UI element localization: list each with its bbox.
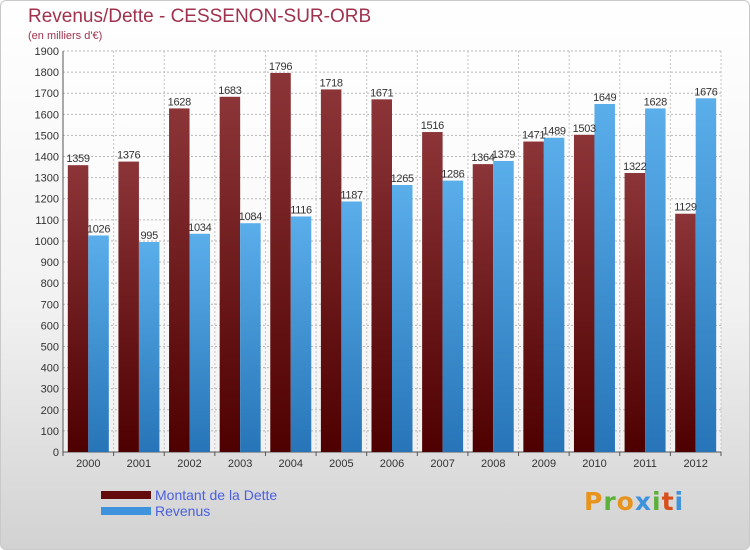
legend-item-dette: Montant de la Dette xyxy=(101,487,277,503)
bar-revenus xyxy=(594,103,615,452)
y-tick-label: 1000 xyxy=(35,236,59,248)
data-label-revenus: 1084 xyxy=(239,211,262,223)
bar-dette xyxy=(67,165,89,452)
data-label-dette: 1628 xyxy=(168,96,191,108)
bar-revenus xyxy=(442,180,464,453)
bar-revenus xyxy=(493,160,514,452)
chart-subtitle: (en milliers d'€) xyxy=(28,30,103,42)
y-tick-label: 200 xyxy=(41,405,59,417)
data-label-dette: 1796 xyxy=(269,61,292,73)
bar-revenus xyxy=(88,235,109,452)
y-tick-label: 600 xyxy=(41,320,59,332)
data-label-revenus: 1379 xyxy=(492,149,515,161)
y-tick-label: 1100 xyxy=(35,215,59,227)
data-label-dette: 1718 xyxy=(319,77,342,89)
data-label-dette: 1683 xyxy=(218,85,241,97)
data-label-dette: 1376 xyxy=(117,150,140,162)
data-label-dette: 1364 xyxy=(471,152,494,164)
legend-item-revenus: Revenus xyxy=(101,503,277,519)
data-label-revenus: 1034 xyxy=(188,222,211,234)
data-label-dette: 1671 xyxy=(370,87,393,99)
y-tick-label: 500 xyxy=(41,341,59,353)
bar-dette xyxy=(219,96,241,452)
data-label-dette: 1471 xyxy=(522,130,545,142)
x-tick-label: 2010 xyxy=(582,458,606,470)
data-label-revenus: 1116 xyxy=(290,204,312,216)
bar-revenus xyxy=(240,223,261,452)
data-label-revenus: 1286 xyxy=(441,169,464,181)
bar-revenus xyxy=(290,216,312,452)
bar-revenus xyxy=(189,233,211,452)
data-label-revenus: 1265 xyxy=(391,173,414,185)
bar-dette xyxy=(169,108,190,453)
x-tick-label: 2004 xyxy=(279,458,303,470)
x-tick-label: 2009 xyxy=(532,458,556,470)
bar-dette xyxy=(523,141,544,453)
y-tick-label: 1500 xyxy=(35,130,59,142)
y-tick-label: 800 xyxy=(41,278,59,290)
bar-dette xyxy=(118,161,139,452)
y-tick-label: 700 xyxy=(41,299,59,311)
data-label-revenus: 1026 xyxy=(87,223,110,235)
x-tick-label: 2002 xyxy=(177,458,201,470)
legend: Montant de la Dette Revenus xyxy=(101,487,277,519)
x-tick-label: 2007 xyxy=(430,458,454,470)
y-tick-label: 1600 xyxy=(35,109,59,121)
data-label-revenus: 1187 xyxy=(340,189,363,201)
data-label-revenus: 995 xyxy=(140,230,158,242)
y-tick-label: 1300 xyxy=(35,173,59,185)
x-tick-label: 2001 xyxy=(127,458,151,470)
x-tick-label: 2000 xyxy=(76,458,100,470)
data-label-dette: 1322 xyxy=(623,161,646,173)
y-tick-label: 0 xyxy=(53,447,59,459)
data-label-revenus: 1489 xyxy=(542,126,565,138)
proxiti-logo: Proxiti xyxy=(584,487,685,516)
bar-revenus xyxy=(645,108,666,453)
y-tick-label: 900 xyxy=(41,257,59,269)
bar-dette xyxy=(270,72,291,453)
y-tick-label: 1700 xyxy=(35,88,59,100)
bar-dette xyxy=(320,89,342,453)
y-tick-label: 100 xyxy=(41,426,59,438)
chart-title: Revenus/Dette - CESSENON-SUR-ORB xyxy=(28,6,372,27)
bar-dette xyxy=(371,99,392,452)
data-label-revenus: 1649 xyxy=(593,92,616,104)
data-label-revenus: 1628 xyxy=(644,96,667,108)
bar-dette xyxy=(675,213,696,452)
legend-swatch-dette xyxy=(101,491,151,499)
legend-label-dette: Montant de la Dette xyxy=(155,487,278,503)
y-tick-label: 300 xyxy=(41,384,59,396)
y-tick-label: 1200 xyxy=(35,194,59,206)
y-tick-label: 1800 xyxy=(35,67,59,79)
x-tick-label: 2006 xyxy=(380,458,404,470)
bar-revenus xyxy=(543,137,565,453)
x-tick-label: 2012 xyxy=(683,458,707,470)
data-label-revenus: 1676 xyxy=(694,86,717,98)
legend-label-revenus: Revenus xyxy=(155,503,211,519)
bar-dette xyxy=(422,132,443,453)
bar-dette xyxy=(624,172,646,453)
y-tick-label: 1900 xyxy=(35,46,59,58)
bar-revenus xyxy=(341,201,362,452)
data-label-dette: 1503 xyxy=(573,123,596,135)
bar-dette xyxy=(472,164,494,452)
x-tick-label: 2003 xyxy=(228,458,252,470)
bar-revenus xyxy=(392,185,413,452)
data-label-dette: 1129 xyxy=(674,202,697,214)
y-tick-label: 1400 xyxy=(35,152,59,164)
y-tick-label: 400 xyxy=(41,363,59,375)
x-tick-label: 2005 xyxy=(329,458,353,470)
bar-revenus xyxy=(138,242,160,452)
data-label-dette: 1359 xyxy=(66,153,89,165)
x-tick-label: 2008 xyxy=(481,458,505,470)
data-label-dette: 1516 xyxy=(421,120,444,132)
bar-dette xyxy=(573,134,595,452)
bar-revenus xyxy=(695,98,717,452)
x-tick-label: 2011 xyxy=(633,458,657,470)
legend-swatch-revenus xyxy=(101,507,151,515)
